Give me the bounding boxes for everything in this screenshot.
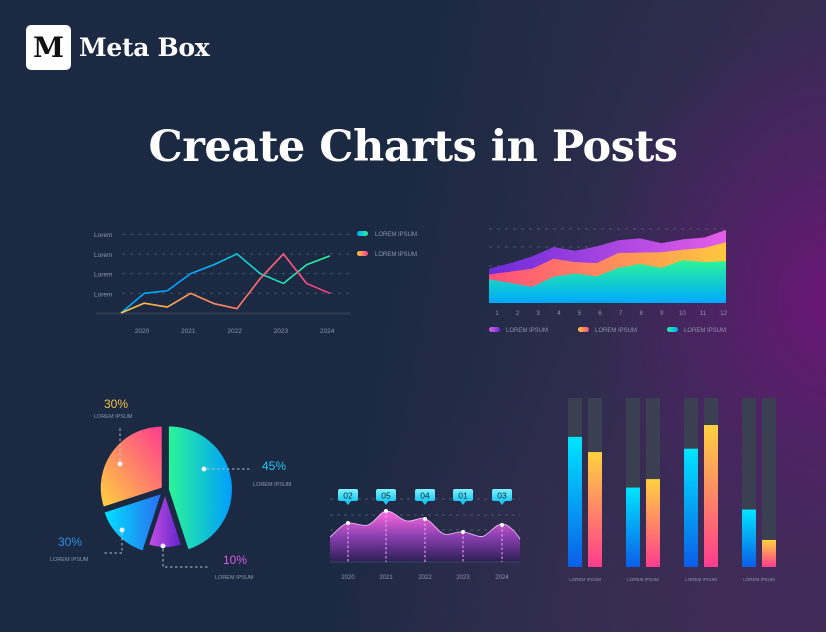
slice-percent-label: 10% (223, 553, 247, 567)
x-axis-label: LOREM IPSUM (743, 577, 775, 582)
wave-area-chart: 02 2020 05 2021 04 2022 01 2023 03 2024 (329, 489, 521, 581)
value-tag-label: 03 (497, 491, 507, 501)
legend-swatch-icon (489, 327, 500, 332)
y-axis-label: Lorem (94, 252, 112, 259)
x-axis-label: 5 (578, 311, 582, 317)
pie-slice (168, 426, 232, 550)
value-tag (492, 489, 512, 501)
area-series (489, 260, 726, 303)
x-axis-label: 2022 (418, 575, 432, 581)
bar (626, 487, 640, 567)
slice-percent-label: 30% (104, 397, 128, 411)
bar-track (762, 398, 776, 567)
x-axis-label: 2 (516, 311, 520, 317)
bar (646, 479, 660, 567)
x-axis-label: 2021 (379, 575, 393, 581)
value-tag-label: 01 (458, 491, 468, 501)
x-axis-label: 6 (598, 311, 602, 317)
x-axis-label: LOREM IPSUM (685, 577, 717, 582)
x-axis-label: 4 (557, 311, 561, 317)
x-axis-label: 10 (679, 311, 686, 317)
value-tag-label: 05 (381, 491, 391, 501)
x-axis-label: 7 (619, 311, 623, 317)
value-tag (453, 489, 473, 501)
y-axis-label: Lorem (94, 291, 112, 298)
legend-label: LOREM IPSUM (595, 328, 637, 334)
bar (762, 539, 776, 567)
legend-label: LOREM IPSUM (375, 252, 417, 258)
legend-label: LOREM IPSUM (684, 328, 726, 334)
x-axis-label: 2023 (274, 328, 289, 335)
x-axis-label: 2020 (341, 575, 355, 581)
legend-swatch-icon (357, 231, 368, 236)
x-axis-label: LOREM IPSUM (627, 577, 659, 582)
y-axis-label: Lorem (94, 272, 112, 279)
slice-caption: LOREM IPSUM (50, 557, 89, 563)
x-axis-label: 2021 (181, 328, 196, 335)
bar (704, 425, 718, 567)
logo-mark-icon: M (26, 25, 71, 70)
x-axis-label: 2020 (135, 328, 150, 335)
legend-swatch-icon (357, 251, 368, 256)
pie-slice (104, 494, 161, 551)
legend-swatch-icon (578, 327, 589, 332)
x-axis-label: 8 (640, 311, 644, 317)
bar (588, 452, 602, 567)
y-axis-label: Lorem (94, 232, 112, 239)
pie-chart: 45% LOREM IPSUM 10% LOREM IPSUM 30% LOREM IPS… (50, 397, 292, 581)
brand-name: Meta Box (79, 33, 210, 62)
line-chart: Lorem Lorem Lorem Lorem 2020 2021 2022 2023 2024… (94, 231, 417, 335)
x-axis-label: 1 (495, 311, 499, 317)
x-axis-label: LOREM IPSUM (569, 577, 601, 582)
legend-swatch-icon (667, 327, 678, 332)
brand-logo[interactable]: M Meta Box (26, 25, 210, 70)
slice-caption: LOREM IPSUM (94, 414, 133, 420)
value-tag-label: 02 (343, 491, 353, 501)
x-axis-label: 2023 (456, 575, 470, 581)
value-tag (415, 489, 435, 501)
slice-percent-label: 30% (58, 535, 82, 549)
slice-percent-label: 45% (262, 459, 286, 473)
bar (684, 448, 698, 567)
wave-area (330, 511, 520, 562)
line-series (120, 253, 331, 314)
pie-slice (149, 496, 181, 547)
x-axis-label: 2024 (320, 328, 335, 335)
line-series (120, 253, 331, 314)
x-axis-label: 12 (720, 311, 727, 317)
x-axis-label: 2024 (495, 575, 509, 581)
bar (568, 436, 582, 567)
legend-label: LOREM IPSUM (506, 328, 548, 334)
x-axis-label: 2022 (227, 328, 242, 335)
pie-slice (100, 426, 162, 507)
page-title: Create Charts in Posts (148, 122, 678, 172)
bar (742, 509, 756, 567)
x-axis-label: 3 (537, 311, 541, 317)
value-tag (338, 489, 358, 501)
slice-caption: LOREM IPSUM (253, 482, 292, 488)
value-tag-label: 04 (420, 491, 430, 501)
legend-label: LOREM IPSUM (375, 232, 417, 238)
x-axis-label: 9 (660, 311, 664, 317)
slice-caption: LOREM IPSUM (215, 575, 254, 581)
value-tag (376, 489, 396, 501)
x-axis-label: 11 (700, 311, 707, 317)
bar-chart: LOREM IPSUM LOREM IPSUM LOREM IPSUM LOREM I… (568, 398, 776, 582)
